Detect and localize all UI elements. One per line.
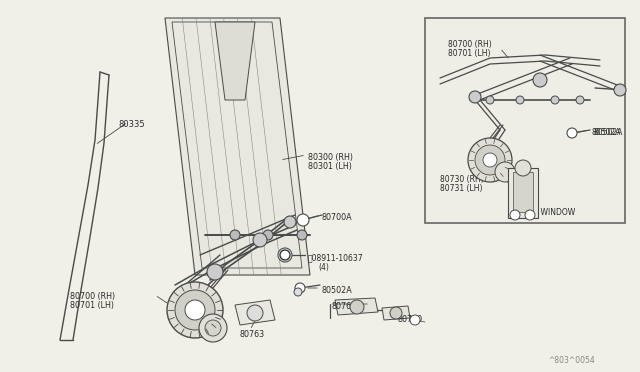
Circle shape — [297, 214, 309, 226]
Circle shape — [390, 307, 402, 319]
Circle shape — [614, 84, 626, 96]
Circle shape — [185, 300, 205, 320]
Circle shape — [297, 230, 307, 240]
Circle shape — [469, 91, 481, 103]
Text: POWER WINDOW: POWER WINDOW — [510, 208, 575, 217]
Text: 80731 (LH): 80731 (LH) — [440, 184, 483, 193]
Circle shape — [199, 314, 227, 342]
Text: 80502A: 80502A — [592, 128, 621, 137]
Text: 80300 (RH): 80300 (RH) — [308, 153, 353, 162]
Circle shape — [515, 160, 531, 176]
Text: (4): (4) — [318, 263, 329, 272]
Circle shape — [350, 300, 364, 314]
Circle shape — [278, 248, 292, 262]
Circle shape — [230, 230, 240, 240]
Text: 80335: 80335 — [118, 120, 145, 129]
Circle shape — [551, 96, 559, 104]
Circle shape — [295, 283, 305, 293]
Circle shape — [247, 305, 263, 321]
Polygon shape — [382, 306, 410, 320]
Polygon shape — [165, 18, 310, 275]
Circle shape — [468, 138, 512, 182]
Circle shape — [253, 233, 267, 247]
Text: 80730 (RH): 80730 (RH) — [440, 175, 484, 184]
Circle shape — [167, 282, 223, 338]
Circle shape — [576, 96, 584, 104]
Circle shape — [567, 128, 577, 138]
Circle shape — [263, 230, 273, 240]
Text: 80301 (LH): 80301 (LH) — [308, 162, 352, 171]
Circle shape — [205, 320, 221, 336]
Text: ⓝ08911-10637: ⓝ08911-10637 — [308, 253, 364, 262]
Circle shape — [410, 315, 420, 325]
Circle shape — [475, 145, 505, 175]
Circle shape — [175, 290, 215, 330]
Bar — [425, 18, 625, 223]
Text: 80763: 80763 — [240, 330, 265, 339]
Circle shape — [280, 250, 290, 260]
Circle shape — [486, 96, 494, 104]
Circle shape — [516, 96, 524, 104]
Circle shape — [294, 288, 302, 296]
Text: 80760B: 80760B — [332, 302, 363, 311]
Circle shape — [207, 264, 223, 280]
Text: 80700A: 80700A — [322, 213, 353, 222]
Polygon shape — [215, 22, 255, 100]
Circle shape — [495, 162, 515, 182]
Polygon shape — [235, 300, 275, 325]
Circle shape — [525, 210, 535, 220]
Circle shape — [284, 216, 296, 228]
Text: 80502A: 80502A — [322, 286, 353, 295]
Circle shape — [510, 210, 520, 220]
Text: 80502A: 80502A — [593, 128, 622, 137]
Circle shape — [483, 153, 497, 167]
Text: 80701 (LH): 80701 (LH) — [70, 301, 114, 310]
Circle shape — [533, 73, 547, 87]
Text: 80701 (LH): 80701 (LH) — [448, 49, 490, 58]
Text: 80760: 80760 — [397, 315, 422, 324]
Polygon shape — [335, 298, 378, 315]
Bar — [508, 168, 538, 218]
Text: ^803^0054: ^803^0054 — [548, 356, 595, 365]
Text: 80700 (RH): 80700 (RH) — [448, 40, 492, 49]
Text: 80700 (RH): 80700 (RH) — [70, 292, 115, 301]
Bar — [513, 172, 533, 212]
